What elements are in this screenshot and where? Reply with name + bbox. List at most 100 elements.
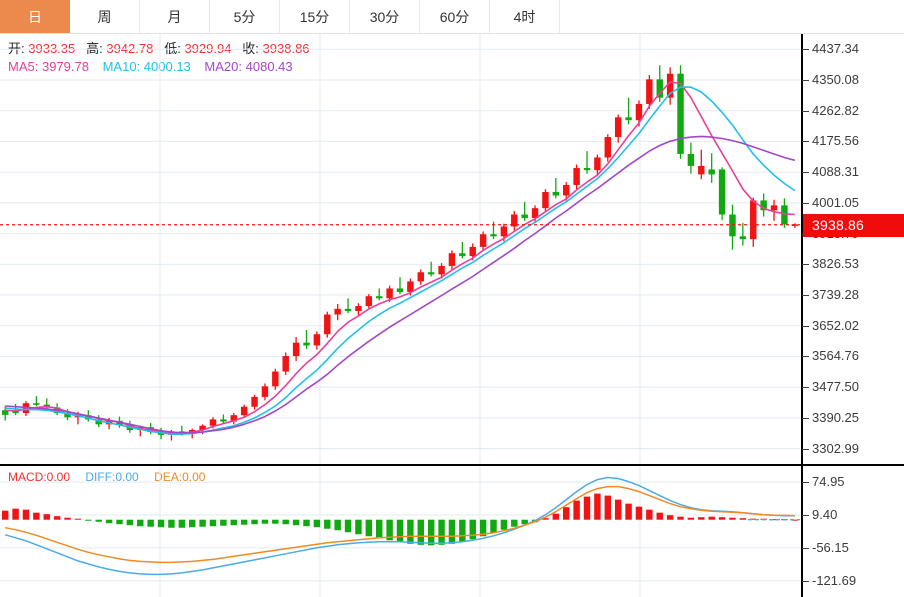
candle-body (635, 103, 643, 121)
candle-body (344, 308, 352, 311)
timeframe-tab-6[interactable]: 60分 (420, 0, 490, 33)
candlestick (448, 250, 456, 270)
candle-body (303, 342, 310, 346)
candle-body (479, 234, 487, 247)
candlestick (542, 189, 549, 213)
timeframe-tab-label: 日 (28, 8, 42, 25)
timeframe-tab-0[interactable]: 日 (0, 0, 70, 33)
macd-histogram-bar (324, 519, 331, 529)
candle-body (376, 296, 383, 299)
macd-histogram-bar (230, 519, 237, 526)
macd-label: MACD: (8, 470, 47, 484)
macd-histogram-bar (64, 517, 71, 520)
macd-axis-tick (802, 580, 809, 582)
candlestick (396, 277, 404, 295)
macd-histogram-bar (137, 519, 144, 527)
price-chart-svg (0, 34, 800, 464)
candle-body (230, 415, 237, 422)
macd-histogram-bar (573, 500, 580, 520)
candle-body (438, 265, 445, 275)
candlestick (376, 288, 383, 301)
ma5-line (5, 81, 795, 435)
candle-body (240, 406, 248, 416)
macd-histogram-bar (116, 519, 123, 525)
price-chart-pane[interactable] (0, 34, 904, 464)
timeframe-tab-3[interactable]: 5分 (210, 0, 280, 33)
timeframe-tab-label: 60分 (439, 8, 470, 25)
timeframe-tab-4[interactable]: 15分 (280, 0, 350, 33)
candle-body (64, 413, 71, 418)
candle-body (365, 296, 373, 307)
candlestick (282, 352, 289, 376)
timeframe-tab-5[interactable]: 30分 (350, 0, 420, 33)
low-value: 3929.94 (184, 41, 232, 56)
ma10-label: MA10: (102, 59, 141, 74)
dea-value: 0.00 (182, 470, 206, 484)
price-legend: 开: 3933.35 高: 3942.78 低: 3929.94 收: 3938… (8, 40, 528, 75)
price-axis-tick (802, 448, 809, 450)
macd-histogram-bar (552, 513, 560, 520)
candlestick (583, 151, 591, 174)
macd-chart-pane[interactable] (0, 464, 904, 597)
macd-histogram-bar (604, 495, 612, 520)
candlestick (760, 193, 767, 217)
candlestick (614, 114, 622, 143)
dea-line (5, 485, 795, 564)
dea-label: DEA: (154, 470, 183, 484)
candle-body (542, 191, 549, 209)
candlestick (417, 269, 424, 285)
low-label: 低: (164, 41, 181, 56)
candle-body (334, 308, 341, 315)
price-axis-tick (802, 264, 809, 266)
macd-histogram-bar (500, 519, 508, 530)
macd-histogram-bar (282, 519, 289, 525)
price-axis-divider (801, 34, 803, 464)
moving-average-row: MA5: 3979.78 MA10: 4000.13 MA20: 4080.43 (8, 58, 528, 75)
candlestick (677, 65, 684, 159)
timeframe-tab-label: 月 (167, 8, 182, 25)
candle-body (708, 169, 715, 175)
macd-histogram-bar (12, 508, 19, 520)
macd-histogram-bar (511, 519, 518, 527)
candlestick (292, 337, 300, 361)
timeframe-tab-label: 30分 (369, 8, 400, 25)
candle-body (386, 288, 393, 299)
candle-body (604, 137, 612, 158)
candlestick (770, 199, 778, 221)
candle-body (583, 168, 591, 171)
macd-histogram-bar (355, 519, 362, 535)
candle-body (33, 403, 40, 405)
macd-histogram-bar (417, 519, 424, 545)
candlestick (531, 205, 539, 223)
open-label: 开: (8, 41, 25, 56)
macd-histogram-bar (770, 519, 778, 521)
macd-histogram-bar (479, 519, 487, 537)
macd-histogram-bar (666, 515, 674, 520)
macd-histogram-bar (438, 519, 445, 545)
ma10-legend: MA10: 4000.13 (103, 59, 191, 74)
macd-histogram-bar (448, 519, 456, 544)
macd-histogram-bar (303, 519, 310, 527)
candlestick (791, 223, 799, 228)
candle-body (313, 334, 321, 346)
timeframe-tab-7[interactable]: 4时 (490, 0, 560, 33)
macd-histogram-bar (459, 519, 466, 542)
candlestick (729, 204, 736, 250)
candle-body (666, 73, 674, 98)
macd-histogram-bar (240, 519, 248, 525)
timeframe-tab-1[interactable]: 周 (70, 0, 140, 33)
macd-axis-divider (801, 466, 803, 597)
candle-body (750, 200, 757, 240)
macd-histogram-bar (178, 519, 186, 528)
ma5-label: MA5: (8, 59, 39, 74)
candle-body (531, 208, 539, 219)
macd-histogram-bar (105, 519, 113, 524)
candle-body (646, 79, 653, 104)
candlestick (33, 396, 40, 407)
macd-histogram-bar (469, 519, 476, 540)
timeframe-tab-2[interactable]: 月 (140, 0, 210, 33)
candlestick (521, 201, 528, 221)
candlestick (625, 97, 632, 125)
candle-body (396, 288, 404, 292)
